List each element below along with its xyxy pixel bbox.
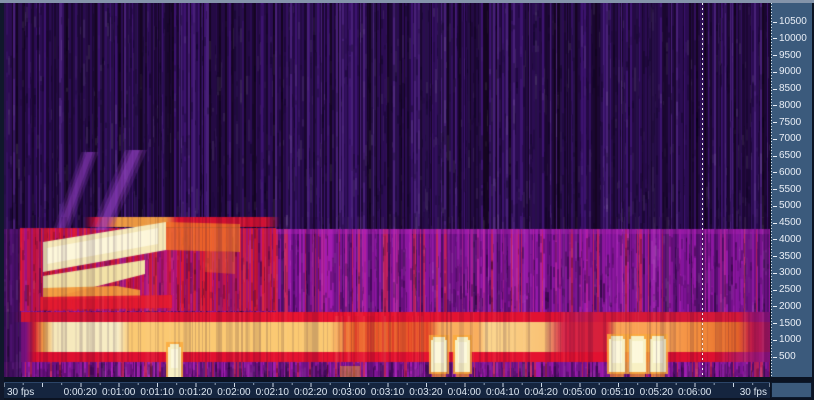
freq-tick <box>773 71 777 73</box>
freq-label-6500: 6500 <box>773 151 801 161</box>
freq-label-text: 5000 <box>779 200 802 212</box>
freq-label-text: 5500 <box>779 183 802 195</box>
freq-label-text: 6500 <box>779 150 802 161</box>
freq-label-text: 2000 <box>779 300 802 312</box>
freq-tick <box>773 306 777 308</box>
freq-label-2000: 2000 <box>773 300 802 312</box>
freq-label-text: 9000 <box>779 66 802 78</box>
window-top-border <box>0 0 814 3</box>
freq-tick <box>773 256 777 257</box>
fps-label-left: 30 fps <box>7 387 35 398</box>
freq-label-9000: 9000 <box>773 67 801 77</box>
freq-label-8500: 8500 <box>773 84 801 94</box>
time-label-0:01:10: 0:01:10 <box>140 387 174 398</box>
fps-label-right: 30 fps <box>739 387 767 398</box>
playback-cursor[interactable] <box>702 3 703 377</box>
freq-label-text: 9500 <box>779 49 802 61</box>
freq-label-text: 500 <box>779 351 796 362</box>
freq-label-10000: 10000 <box>773 32 807 44</box>
freq-label-text: 7500 <box>779 116 802 128</box>
corner-box <box>771 382 812 398</box>
freq-tick <box>773 105 777 107</box>
freq-label-text: 1000 <box>779 334 802 346</box>
freq-label-500: 500 <box>773 352 796 362</box>
freq-label-8000: 8000 <box>773 99 802 111</box>
freq-label-text: 4500 <box>779 217 802 228</box>
time-label-0:05:10: 0:05:10 <box>601 387 635 398</box>
time-label-0:00:20: 0:00:20 <box>63 387 97 398</box>
freq-label-text: 8000 <box>779 99 802 111</box>
time-label-0:04:20: 0:04:20 <box>524 387 558 398</box>
freq-label-10500: 10500 <box>773 17 807 27</box>
freq-label-text: 7000 <box>779 133 802 145</box>
freq-label-2500: 2500 <box>773 285 801 295</box>
freq-tick <box>773 205 777 207</box>
time-label-0:04:10: 0:04:10 <box>486 387 520 398</box>
freq-tick <box>773 88 777 90</box>
frequency-axis-dotted-border <box>771 3 772 377</box>
time-label-0:02:20: 0:02:20 <box>294 387 328 398</box>
time-label-0:03:10: 0:03:10 <box>370 387 405 398</box>
time-label-0:02:00: 0:02:00 <box>217 387 251 398</box>
freq-tick <box>773 21 777 23</box>
time-label-0:03:00: 0:03:00 <box>332 387 366 398</box>
freq-label-4000: 4000 <box>773 233 802 245</box>
frequency-axis[interactable]: 10500 10000 9500 9000 8500 8000 7500 7000 6500 60… <box>771 3 812 377</box>
freq-label-4500: 4500 <box>773 218 801 228</box>
freq-label-5000: 5000 <box>773 201 801 211</box>
time-label-0:01:20: 0:01:20 <box>178 387 213 398</box>
freq-label-5500: 5500 <box>773 183 802 195</box>
time-label-0:03:20: 0:03:20 <box>409 387 443 398</box>
time-label-0:05:00: 0:05:00 <box>562 387 597 398</box>
freq-tick <box>773 189 777 190</box>
freq-label-text: 4000 <box>779 233 802 245</box>
freq-tick <box>773 38 777 40</box>
freq-tick <box>773 289 777 291</box>
freq-tick <box>773 323 777 324</box>
freq-label-text: 8500 <box>779 83 802 94</box>
freq-label-1500: 1500 <box>773 317 802 329</box>
freq-label-9500: 9500 <box>773 49 802 61</box>
freq-tick <box>773 172 777 174</box>
freq-label-7000: 7000 <box>773 134 801 144</box>
freq-tick <box>773 272 777 274</box>
freq-label-3500: 3500 <box>773 250 802 262</box>
freq-label-text: 2500 <box>779 284 802 295</box>
time-label-0:02:10: 0:02:10 <box>255 387 289 398</box>
spectrogram-canvas[interactable] <box>4 3 770 377</box>
freq-label-text: 10500 <box>779 16 807 27</box>
freq-tick <box>773 356 777 358</box>
freq-label-text: 1500 <box>779 317 802 329</box>
time-ruler[interactable]: 30 fps 30 fps 0:00:20 0:01:00 0:01:10 0:01:… <box>4 382 770 398</box>
time-label-0:05:20: 0:05:20 <box>639 387 673 398</box>
freq-tick <box>773 339 777 341</box>
freq-tick <box>773 155 777 157</box>
freq-label-1000: 1000 <box>773 335 801 345</box>
freq-label-text: 10000 <box>779 32 807 44</box>
freq-label-7500: 7500 <box>773 116 802 128</box>
freq-tick <box>773 55 777 56</box>
freq-label-6000: 6000 <box>773 166 802 178</box>
freq-tick <box>773 138 777 140</box>
freq-tick <box>773 122 777 123</box>
freq-label-text: 3500 <box>779 250 802 262</box>
freq-label-3000: 3000 <box>773 268 801 278</box>
freq-tick <box>773 222 777 224</box>
time-label-0:01:00: 0:01:00 <box>102 387 136 398</box>
ruler-minor-ticks <box>4 383 770 385</box>
time-label-0:06:00: 0:06:00 <box>678 387 712 398</box>
freq-label-text: 3000 <box>779 267 802 279</box>
time-label-0:04:00: 0:04:00 <box>447 387 481 398</box>
freq-tick <box>773 239 777 241</box>
window-left-border <box>0 3 4 400</box>
ruler-major-ticks <box>4 383 770 387</box>
freq-label-text: 6000 <box>779 166 802 178</box>
